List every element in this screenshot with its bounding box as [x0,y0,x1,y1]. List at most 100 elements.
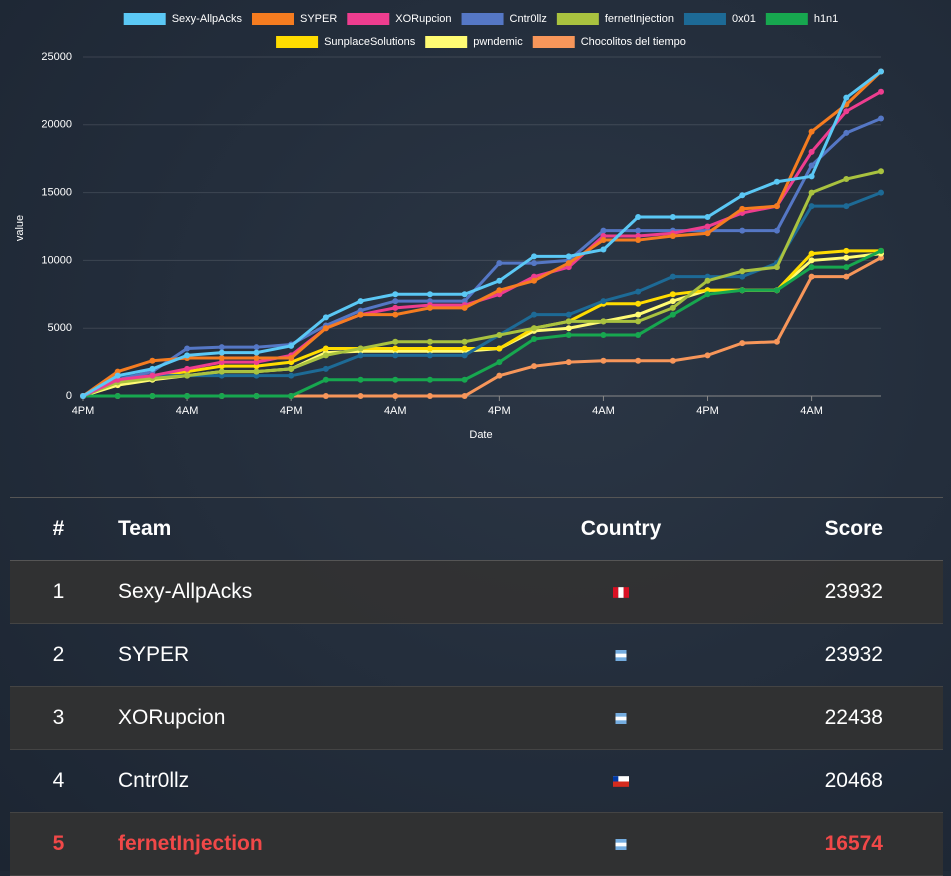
data-point [322,376,329,383]
data-point [808,162,815,169]
score: 20468 [722,749,943,813]
data-point [80,393,86,399]
legend-label: XORupcion [395,13,451,25]
data-point [392,291,399,298]
series-line [83,249,882,398]
data-point [218,355,225,362]
team-row: 2 SYPER 23932 [10,623,943,687]
data-point [808,264,815,271]
data-point [288,342,295,349]
data-point [704,214,711,221]
data-point [843,247,850,254]
data-point [704,291,711,298]
data-point [426,291,433,298]
data-point [843,108,850,115]
legend-swatch [556,13,599,25]
data-point [531,325,538,332]
data-point [669,291,676,298]
legend-label: Chocolitos del tiempo [581,36,686,48]
column-header: Score [722,497,943,561]
data-point [357,298,364,305]
data-point [600,298,607,305]
data-point [322,314,329,321]
x-tick-label: 4PM [696,405,719,417]
data-point [496,345,503,352]
data-point [843,94,850,101]
data-point [600,227,607,234]
data-point [739,227,746,234]
series-line [82,169,882,398]
data-point [392,393,399,399]
x-tick-label: 4AM [384,405,407,417]
data-point [322,325,329,332]
legend-swatch [347,13,390,25]
data-point [288,365,295,372]
series-line [82,117,882,398]
legend-label: SunplaceSolutions [324,36,416,48]
data-point [531,253,538,260]
data-point [253,368,260,375]
y-tick-label: 0 [66,390,72,402]
data-point [218,368,225,375]
team-row: 5 fernetInjection 16574 [10,812,943,876]
data-point [808,128,815,135]
data-point [808,189,815,196]
data-point [808,148,815,155]
data-point [322,365,329,372]
data-point [704,223,711,230]
data-point [704,230,711,237]
data-point [184,352,191,359]
legend-swatch [251,13,294,25]
data-point [600,246,607,253]
team-name: Cntr0llz [107,749,520,813]
data-point [739,268,746,275]
data-point [704,352,711,359]
legend-swatch [683,13,726,25]
data-point [739,287,746,294]
data-point [253,349,260,356]
data-point [496,331,503,338]
data-point [288,393,295,399]
data-point [808,257,815,264]
data-point [392,376,399,383]
data-point [565,253,572,260]
rank: 2 [10,623,107,687]
data-point [843,203,850,210]
data-point [531,311,538,318]
column-header: Team [107,497,520,561]
data-point [357,393,364,399]
flag [520,749,722,813]
x-tick-label: 4AM [176,405,199,417]
rank: 4 [10,749,107,813]
team-name: XORupcion [107,686,520,750]
data-point [669,214,676,221]
flag [520,686,722,750]
data-point [878,168,884,175]
team-name: SYPER [107,623,520,687]
data-point [149,372,156,379]
data-point [669,357,676,364]
x-tick-label: 4AM [800,405,823,417]
data-point [184,372,191,379]
data-point [773,227,780,234]
data-point [531,260,538,267]
data-point [565,260,572,267]
data-point [357,345,364,352]
data-point [773,287,780,294]
rank: 3 [10,686,107,750]
series-line [82,191,882,398]
flag [520,812,722,876]
data-point [184,365,191,372]
data-point [218,349,225,356]
data-point [773,203,780,210]
x-tick-label: 4PM [72,405,95,417]
team-row: 1 Sexy-AllpAcks 23932 [10,560,943,624]
data-point [635,311,642,318]
data-point [496,277,503,284]
data-point [426,338,433,345]
data-point [184,345,191,352]
team-name: fernetInjection [107,812,520,876]
legend-swatch [425,36,468,48]
legend-label: fernetInjection [605,13,674,25]
